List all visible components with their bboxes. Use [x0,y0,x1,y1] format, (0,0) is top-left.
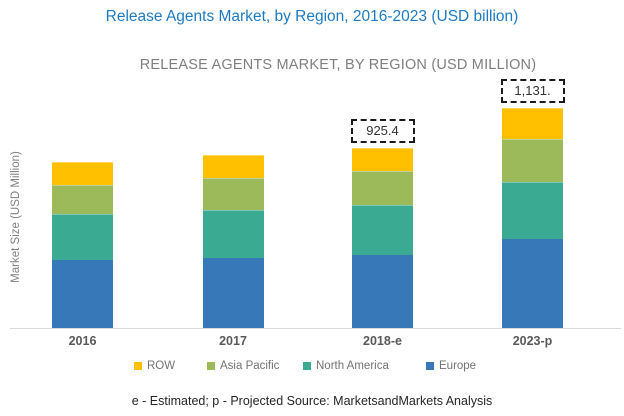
bar-segment-europe [502,239,563,329]
bar-segment-north-america [502,182,563,239]
x-axis-tick-label: 2018-e [363,334,402,348]
bar-segment-row [202,154,264,179]
bar-2023-p [502,107,563,329]
legend-label: Europe [439,360,477,372]
bar-segment-row [52,162,113,186]
x-axis-tick-label: 2016 [68,334,97,348]
bar-segment-north-america [352,205,413,256]
y-axis-label: Market Size (USD Million) [10,151,22,283]
legend-item-row: ROW [134,360,175,372]
europe-swatch-icon [426,362,434,370]
row-swatch-icon [134,362,142,370]
legend-label: ROW [147,360,176,372]
bar-2017 [202,154,264,329]
total-value-callout: 1,131. [500,78,565,103]
bar-2016 [52,162,113,329]
bar-segment-north-america [202,210,264,258]
total-value-callout: 925.4 [350,118,415,143]
asia-pacific-swatch-icon [207,362,215,370]
legend-item-asia-pacific: Asia Pacific [207,360,279,372]
footnote: e - Estimated; p - Projected Source: Mar… [131,394,493,408]
bar-segment-europe [352,255,413,329]
bar-segment-asia-pacific [202,178,264,211]
bar-segment-asia-pacific [352,171,413,206]
north-america-swatch-icon [303,362,311,370]
bar-segment-row [502,107,563,140]
bar-segment-europe [52,260,113,329]
chart-title: RELEASE AGENTS MARKET, BY REGION (USD MI… [139,57,537,73]
legend-label: Asia Pacific [220,360,280,372]
legend-label: North America [316,360,389,372]
legend-item-europe: Europe [426,360,476,372]
bar-segment-north-america [52,214,113,260]
x-axis-tick-label: 2023-p [512,334,553,348]
x-axis-line [10,328,621,329]
legend-item-north-america: North America [303,360,389,372]
bar-2018-e [352,148,413,329]
bar-segment-row [352,148,413,172]
bar-segment-europe [202,258,264,329]
bar-segment-asia-pacific [502,139,563,183]
x-axis-tick-label: 2017 [219,334,247,348]
page-title: Release Agents Market, by Region, 2016-2… [105,8,519,25]
bar-segment-asia-pacific [52,185,113,214]
